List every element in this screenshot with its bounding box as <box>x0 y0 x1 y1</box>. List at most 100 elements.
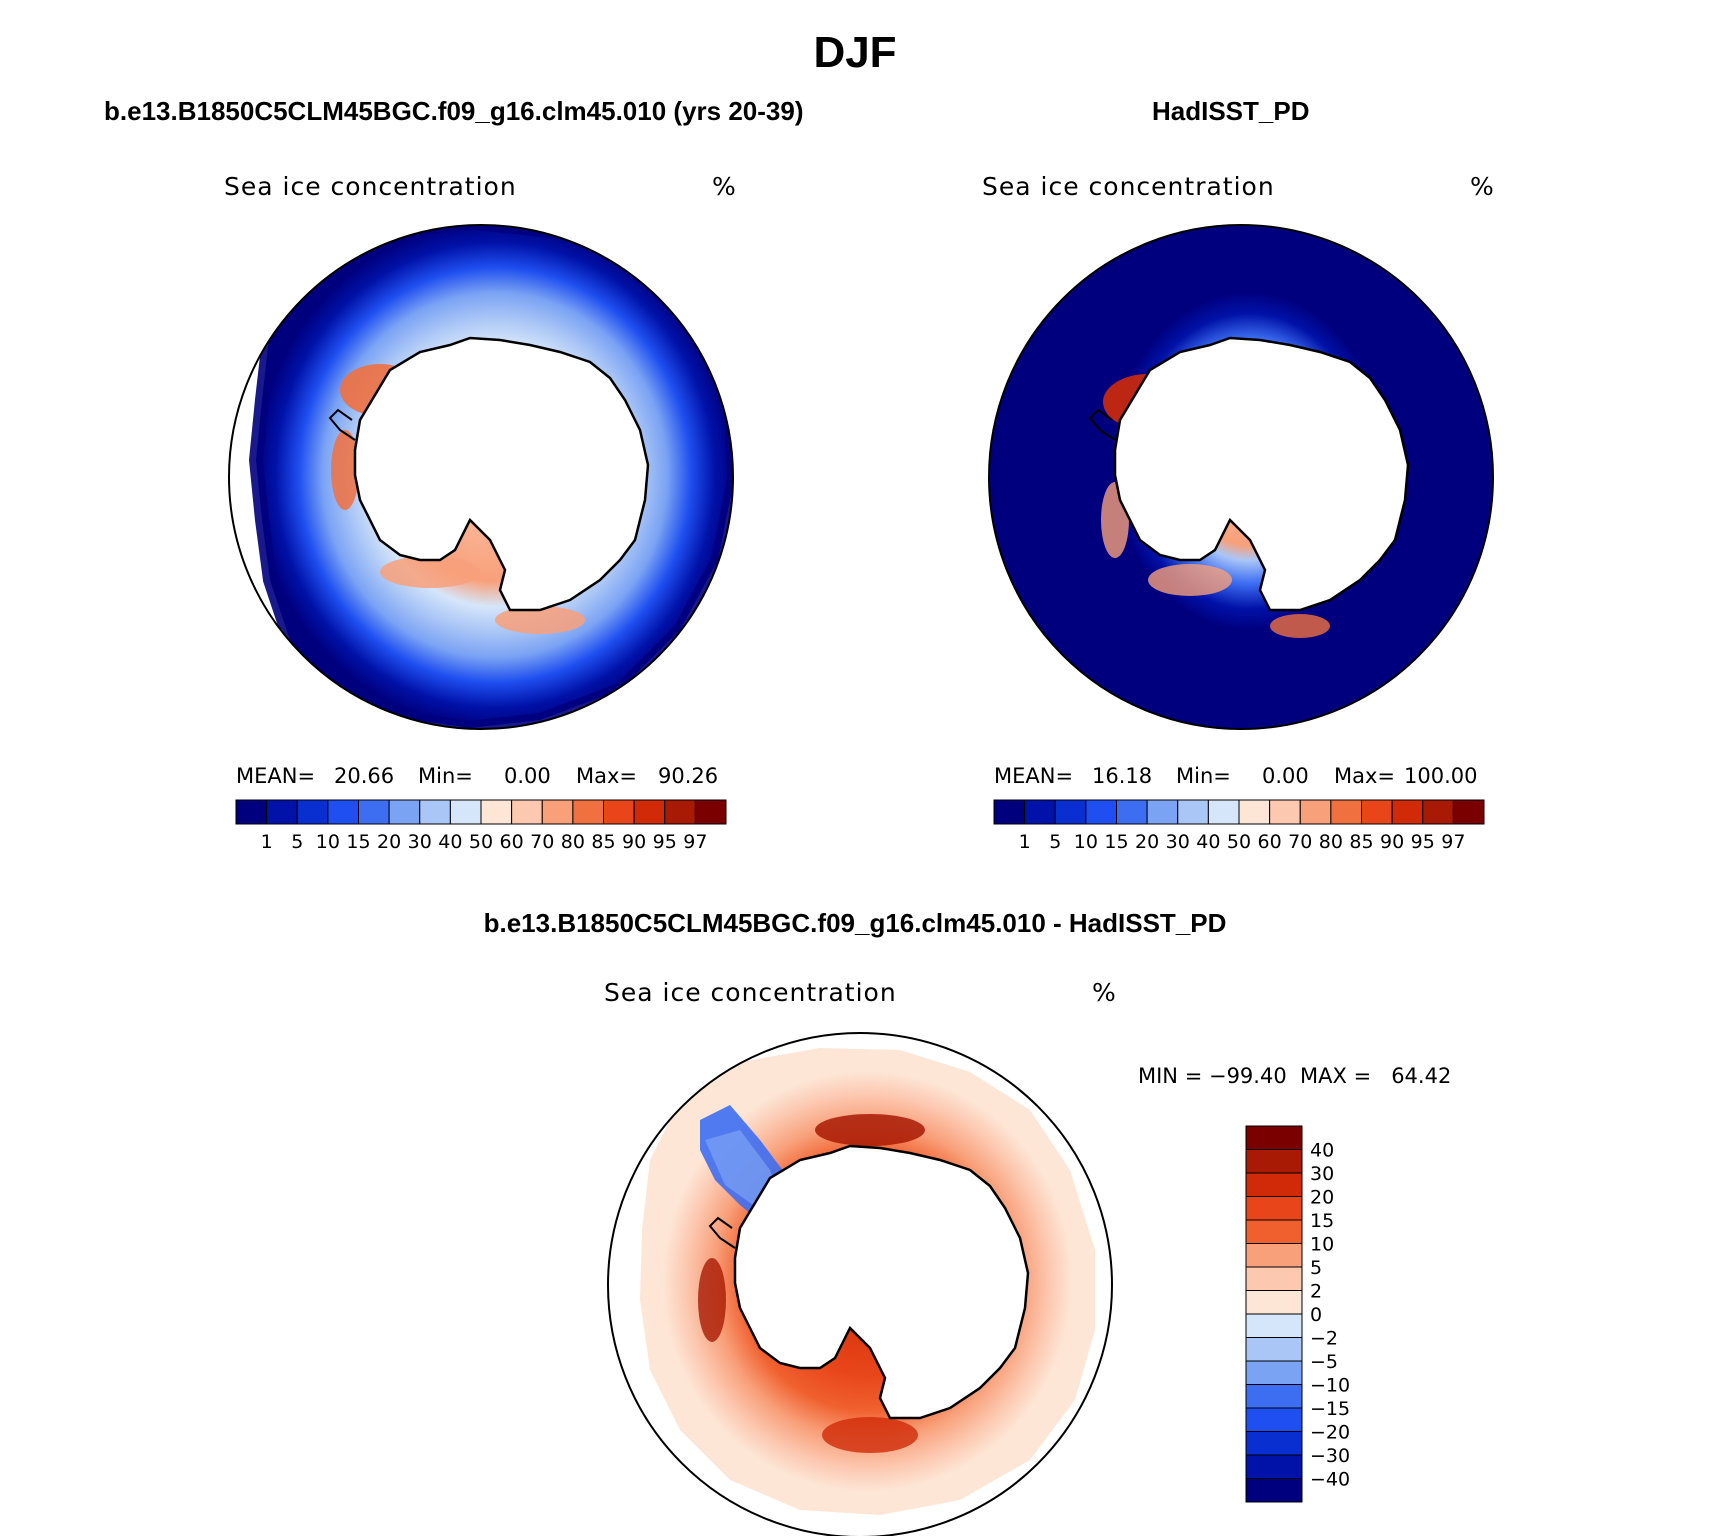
obs-antarctica <box>1113 336 1410 612</box>
colorbar-obs-tick-label: 20 <box>1135 831 1159 853</box>
colorbar-diff-tick-label: −2 <box>1310 1328 1338 1350</box>
colorbar-obs-swatch <box>1452 799 1485 825</box>
colorbar-obs-swatch <box>1330 799 1362 825</box>
colorbar-obs-tick-label: 90 <box>1380 831 1404 853</box>
colorbar-model-tick-label: 50 <box>469 831 493 853</box>
colorbar-model-tick-label: 15 <box>346 831 370 853</box>
colorbar-model-swatch <box>541 799 574 825</box>
colorbar-obs-swatch <box>1146 799 1179 825</box>
colorbar-model-tick-label: 40 <box>438 831 462 853</box>
colorbar-obs-swatch <box>1238 799 1271 825</box>
colorbar-obs-tick-label: 10 <box>1074 831 1098 853</box>
colorbar-model-swatch <box>266 799 298 825</box>
colorbar-model-swatch <box>694 799 727 825</box>
panel-obs-max-value: 100.00 <box>1404 764 1478 788</box>
colorbar-diff-swatch <box>1245 1266 1303 1291</box>
panel-model-subtitle: b.e13.B1850C5CLM45BGC.f09_g16.clm45.010 … <box>104 96 804 126</box>
colorbar-diff-swatch <box>1245 1290 1303 1315</box>
panel-diff-units: % <box>1092 978 1117 1007</box>
colorbar-diff-tick-label: −10 <box>1310 1375 1350 1397</box>
colorbar-model-swatch <box>419 799 451 825</box>
panel-model-max-label: Max= <box>576 764 638 788</box>
colorbar-diff-swatch <box>1245 1360 1303 1385</box>
panel-model-max-value: 90.26 <box>658 764 719 788</box>
colorbar-model-tick-label: 1 <box>261 831 273 853</box>
model-antarctica <box>353 336 650 612</box>
colorbar-model-swatch <box>511 799 543 825</box>
colorbar-model-tick-label: 85 <box>591 831 615 853</box>
colorbar-diff-tick-label: −15 <box>1310 1398 1350 1420</box>
colorbar-obs-swatch <box>993 799 1026 825</box>
colorbar-model-swatch <box>296 799 329 825</box>
colorbar-model-tick-label: 80 <box>561 831 585 853</box>
colorbar-obs-tick-label: 70 <box>1288 831 1312 853</box>
panel-model-units: % <box>712 172 737 201</box>
colorbar-diff-swatch <box>1245 1125 1303 1150</box>
colorbar-model-swatch <box>572 799 604 825</box>
panel-model-min-label: Min= <box>418 764 473 788</box>
colorbar-obs-tick-label: 1 <box>1019 831 1031 853</box>
colorbar-model-tick-label: 95 <box>653 831 677 853</box>
panel-diff-map <box>607 1032 1113 1536</box>
colorbar-diff-tick-label: 15 <box>1310 1210 1334 1232</box>
colorbar-model-swatch <box>603 799 635 825</box>
colorbar-diff-tick-label: −20 <box>1310 1422 1350 1444</box>
colorbar-obs-swatch <box>1422 799 1454 825</box>
colorbar-obs-swatch <box>1299 799 1332 825</box>
colorbar-obs-swatch <box>1085 799 1117 825</box>
colorbar-model-tick-label: 30 <box>408 831 432 853</box>
colorbar-diff-tick-label: 20 <box>1310 1187 1334 1209</box>
colorbar-obs-tick-label: 40 <box>1196 831 1220 853</box>
colorbar-diff-swatch <box>1245 1337 1303 1362</box>
panel-model-plot-title: Sea ice concentration <box>224 172 517 201</box>
colorbar-obs-swatch <box>1054 799 1087 825</box>
colorbar-obs: 1 5 10 15 20 30 40 50 60 70 80 85 90 95 97 <box>993 799 1485 853</box>
colorbar-obs-tick-label: 97 <box>1441 831 1465 853</box>
panel-model-map <box>228 224 734 730</box>
colorbar-obs-swatch <box>1116 799 1148 825</box>
colorbar-obs-swatch <box>1177 799 1209 825</box>
colorbar-model-tick-label: 20 <box>377 831 401 853</box>
colorbar-obs-swatch <box>1361 799 1393 825</box>
colorbar-obs-tick-label: 30 <box>1166 831 1190 853</box>
colorbar-diff-tick-label: 30 <box>1310 1163 1334 1185</box>
panel-diff-stats: MIN = −99.40 MAX = 64.42 <box>1138 1064 1452 1088</box>
diff-antarctica <box>733 1144 1030 1420</box>
colorbar-obs-swatch <box>1207 799 1240 825</box>
colorbar-diff-swatch <box>1245 1478 1303 1503</box>
colorbar-diff-tick-label: 0 <box>1310 1304 1322 1326</box>
colorbar-obs-tick-label: 85 <box>1349 831 1373 853</box>
panel-obs-map <box>988 224 1494 730</box>
colorbar-obs-tick-label: 80 <box>1319 831 1343 853</box>
colorbar-obs-tick-label: 15 <box>1104 831 1128 853</box>
colorbar-obs-swatch <box>1391 799 1424 825</box>
colorbar-model-tick-label: 5 <box>291 831 303 853</box>
colorbar-diff-swatch <box>1245 1431 1303 1456</box>
colorbar-obs-tick-label: 50 <box>1227 831 1251 853</box>
panel-diff-subtitle: b.e13.B1850C5CLM45BGC.f09_g16.clm45.010 … <box>483 908 1227 938</box>
colorbar-diff-swatch <box>1245 1196 1303 1221</box>
colorbar-diff-swatch <box>1245 1219 1303 1244</box>
colorbar-model-tick-label: 97 <box>683 831 707 853</box>
panel-model-mean-label: MEAN= <box>236 764 316 788</box>
colorbar-obs-swatch <box>1269 799 1301 825</box>
colorbar-diff-tick-label: 2 <box>1310 1281 1322 1303</box>
figure-title: DJF <box>813 28 897 77</box>
colorbar-model-swatch <box>449 799 482 825</box>
colorbar-diff-tick-label: 5 <box>1310 1257 1322 1279</box>
colorbar-diff-swatch <box>1245 1149 1303 1174</box>
colorbar-diff-tick-label: −40 <box>1310 1469 1350 1491</box>
colorbar-diff-swatch <box>1245 1454 1303 1479</box>
colorbar-model-swatch <box>358 799 390 825</box>
panel-obs-min-value: 0.00 <box>1262 764 1309 788</box>
colorbar-model-swatch <box>235 799 268 825</box>
panel-diff-plot-title: Sea ice concentration <box>604 978 897 1007</box>
colorbar-obs-tick-label: 95 <box>1411 831 1435 853</box>
panel-obs-min-label: Min= <box>1176 764 1231 788</box>
colorbar-model-swatch <box>664 799 696 825</box>
colorbar-obs-tick-label: 60 <box>1258 831 1282 853</box>
colorbar-model-tick-label: 70 <box>530 831 554 853</box>
colorbar-diff-tick-label: −5 <box>1310 1351 1338 1373</box>
